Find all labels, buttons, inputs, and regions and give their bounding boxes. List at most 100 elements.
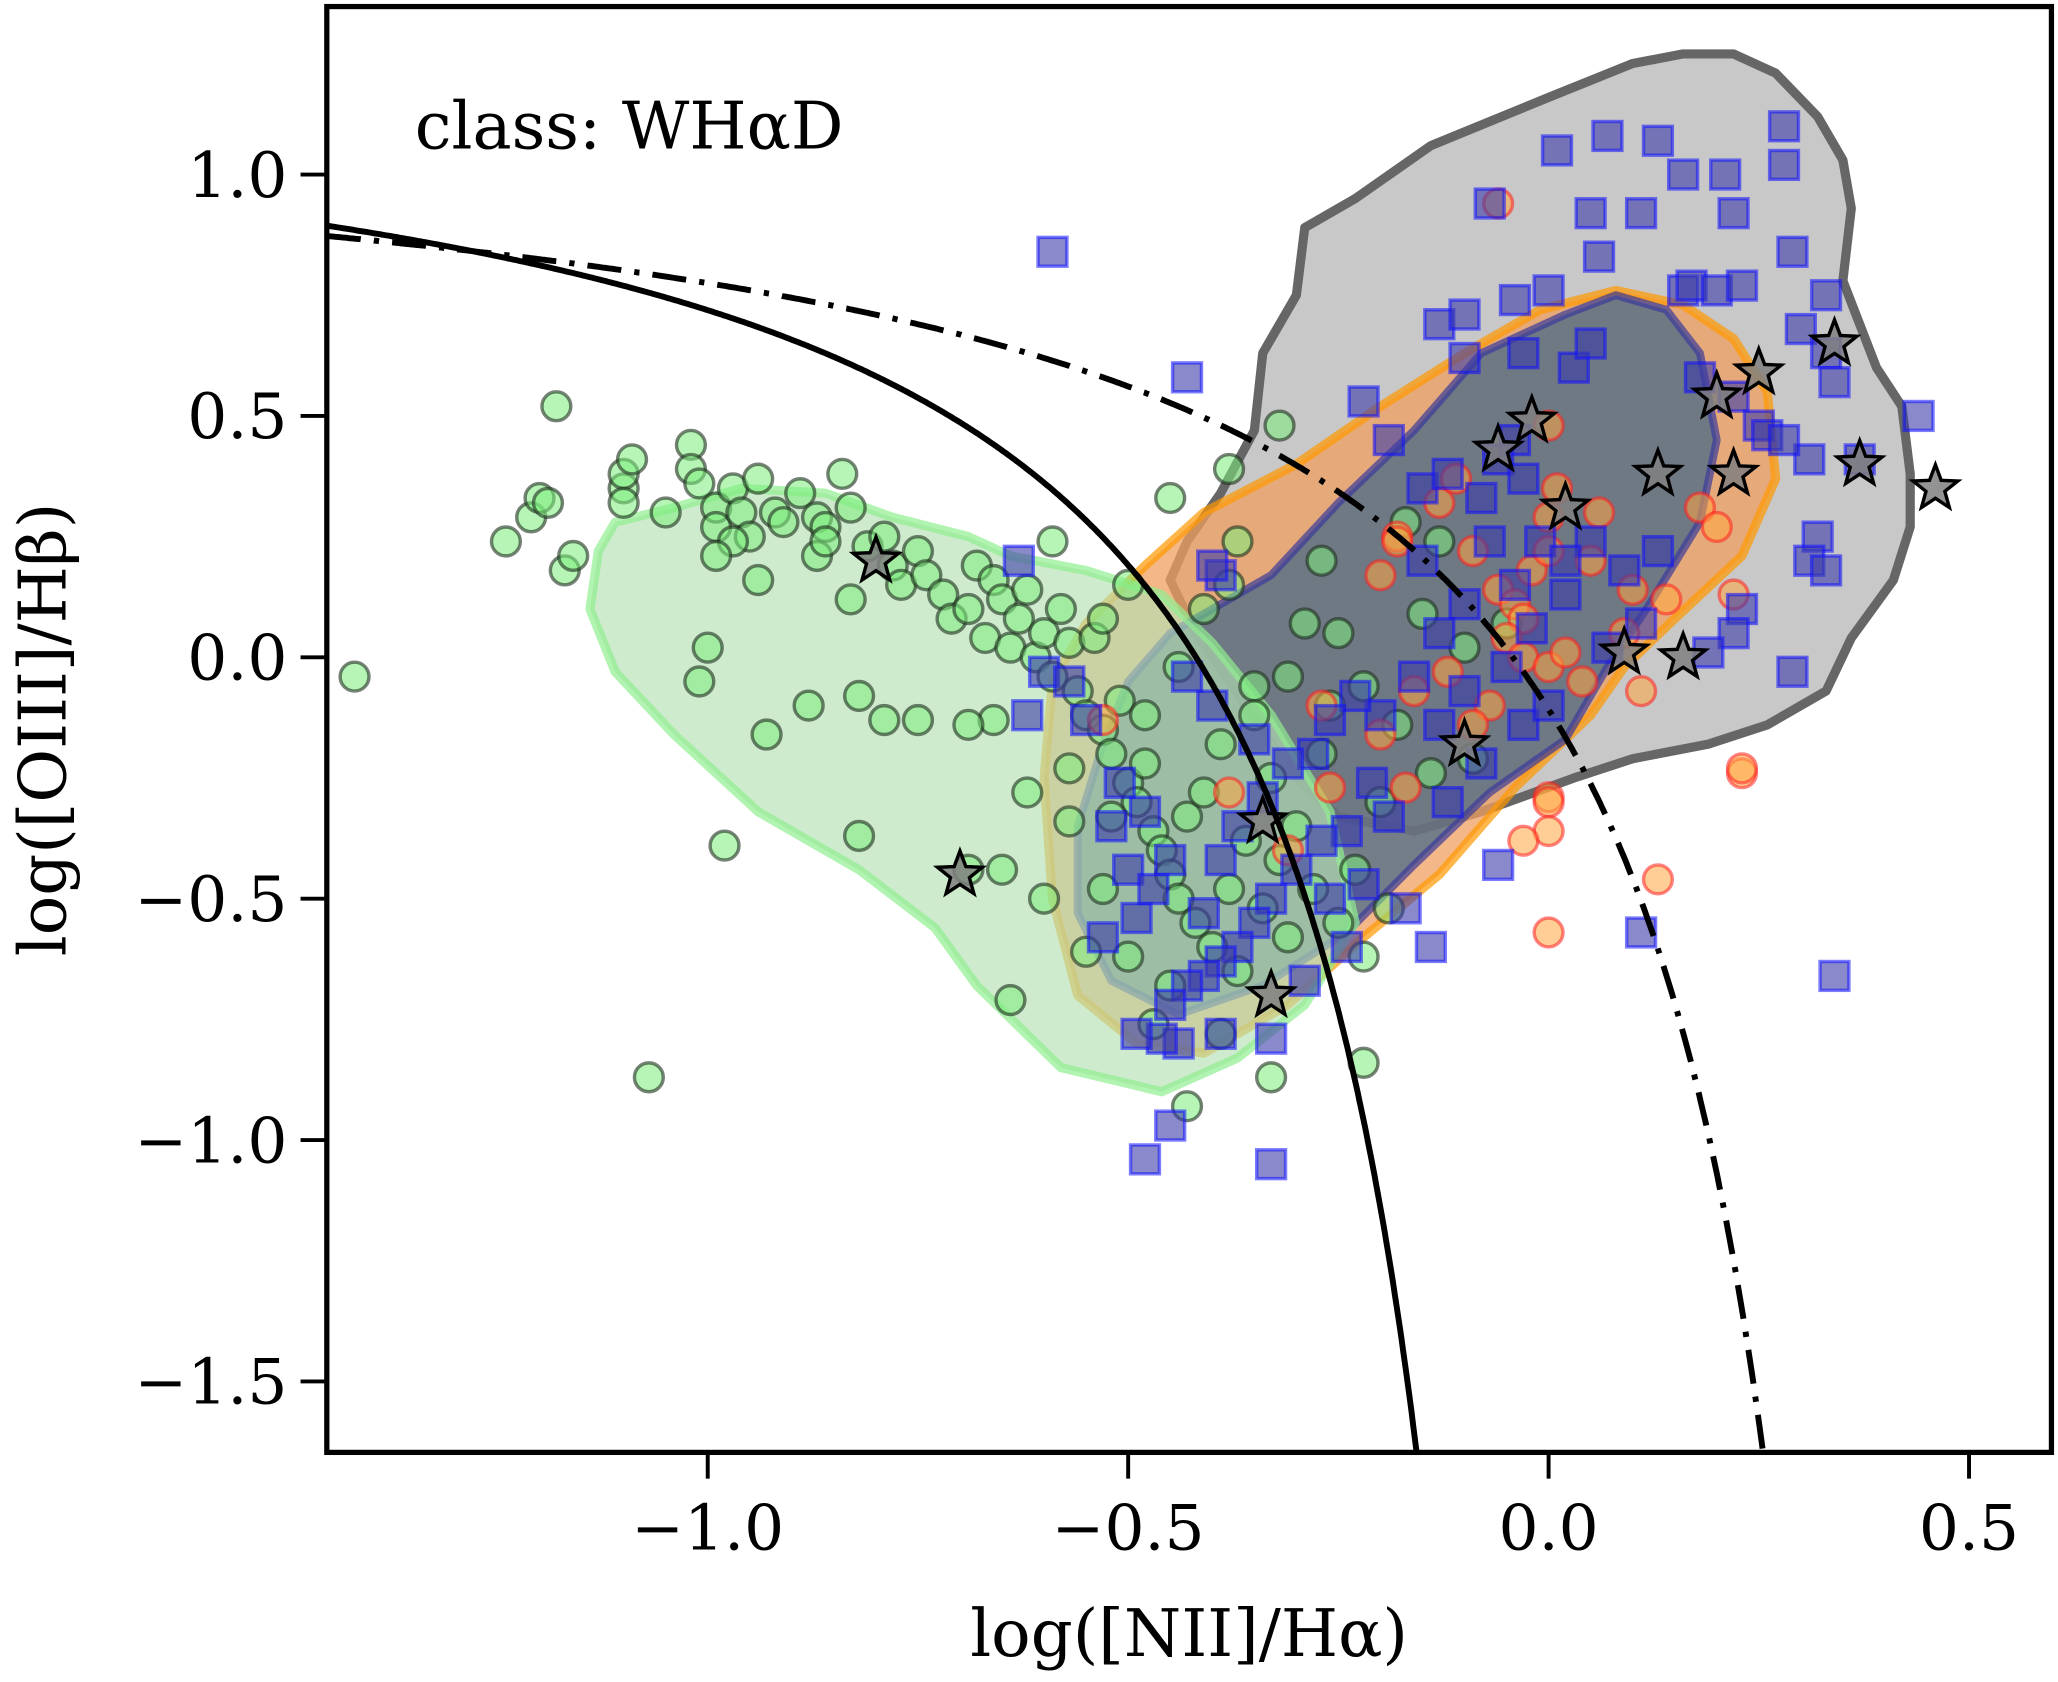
blue-square-point	[1170, 361, 1204, 394]
y-tick-label: 1.0	[187, 139, 287, 212]
y-tick-label: −0.5	[135, 863, 288, 936]
blue-square-point	[1372, 800, 1405, 833]
green-point	[1128, 747, 1162, 780]
green-point	[632, 1061, 666, 1094]
orange-point	[1532, 785, 1565, 819]
blue-square-point	[1187, 959, 1220, 993]
blue-square-point	[1448, 588, 1481, 621]
y-axis-label: log([OIII]/Hβ)	[6, 503, 82, 957]
blue-square-point	[1103, 766, 1136, 799]
green-point	[1086, 602, 1120, 635]
green-point	[842, 679, 876, 713]
blue-square-point	[1128, 795, 1162, 828]
blue-square-point	[1666, 158, 1700, 191]
green-point	[1170, 800, 1204, 833]
orange-point	[1364, 559, 1397, 592]
orange-point	[1389, 771, 1422, 804]
blue-square-point	[1448, 674, 1481, 708]
y-tick-label: −1.5	[135, 1346, 288, 1419]
blue-square-point	[1515, 612, 1548, 645]
blue-square-point	[1423, 708, 1456, 742]
blue-square-point	[1170, 660, 1204, 693]
blue-square-point	[1624, 607, 1658, 640]
green-point	[557, 539, 590, 573]
green-point	[1086, 872, 1120, 906]
y-axis: 1.0 0.5 0.0 −0.5 −1.0 −1.5	[135, 139, 327, 1419]
x-axis: −1.0 −0.5 0.0 0.5	[631, 1452, 2019, 1564]
blue-square-point	[1709, 158, 1742, 191]
green-point	[767, 505, 800, 539]
orange-point	[1650, 583, 1683, 616]
green-point	[1112, 940, 1145, 973]
blue-square-point	[1254, 1022, 1288, 1055]
blue-square-point	[1154, 988, 1187, 1022]
green-point	[1204, 728, 1237, 761]
kewley-line	[326, 233, 1767, 1453]
blue-square-point	[1330, 930, 1363, 964]
blue-square-point	[1254, 882, 1288, 915]
blue-square-point	[1187, 897, 1220, 930]
star-point	[1656, 628, 1711, 681]
green-point	[683, 665, 716, 698]
blue-square-point	[1154, 1109, 1187, 1142]
x-axis-label: log([NII]/Hα)	[970, 1596, 1408, 1672]
green-point	[742, 462, 775, 495]
blue-square-point	[1002, 544, 1035, 577]
green-point	[994, 983, 1027, 1017]
blue-square-point	[1397, 660, 1431, 693]
green-point	[842, 819, 876, 853]
green-point	[338, 660, 371, 693]
blue-square-point	[1431, 785, 1464, 819]
orange-point	[1624, 674, 1658, 708]
star-point	[1908, 459, 1963, 512]
blue-square-point	[1347, 385, 1380, 418]
green-point	[750, 718, 783, 751]
y-tick-label: 0.5	[187, 380, 287, 453]
green-point	[1288, 607, 1321, 640]
green-point	[792, 689, 825, 722]
green-point	[868, 703, 901, 737]
star-point	[1706, 445, 1761, 497]
blue-square-point	[1482, 848, 1515, 882]
green-point	[784, 477, 817, 510]
x-tick-label: −0.5	[1052, 1491, 1205, 1564]
blue-square-point	[1389, 892, 1422, 925]
star-point	[1597, 623, 1652, 676]
blue-square-point	[1490, 650, 1523, 684]
green-point	[1271, 921, 1305, 954]
green-point	[540, 390, 573, 423]
blue-square-point	[1641, 534, 1675, 568]
green-point	[607, 486, 640, 519]
blue-square-point	[1725, 269, 1759, 302]
blue-square-point	[1204, 1017, 1237, 1050]
blue-square-point	[1717, 197, 1750, 230]
green-point	[1322, 617, 1355, 650]
blue-square-point	[1011, 699, 1044, 732]
blue-square-point	[1271, 747, 1305, 780]
blue-square-point	[1767, 110, 1801, 143]
blue-square-point	[1902, 399, 1935, 433]
orange-point	[1549, 636, 1582, 669]
blue-square-point	[1305, 824, 1338, 857]
green-point	[1044, 592, 1078, 626]
kauffmann-line	[326, 222, 1420, 1453]
orange-point	[1582, 496, 1616, 529]
green-point	[1271, 660, 1305, 693]
stars-series	[848, 314, 1963, 1019]
x-tick-label: 0.5	[1919, 1491, 2019, 1564]
blue-square-point	[1069, 703, 1103, 737]
class-annotation: class: WHαD	[415, 88, 844, 164]
blue-square-point	[1473, 187, 1506, 220]
blue-square-point	[1347, 868, 1380, 901]
blue-square-point	[1683, 361, 1717, 394]
blue-square-point	[1120, 1017, 1153, 1050]
green-point	[1011, 573, 1044, 606]
green-point	[1263, 409, 1296, 442]
star-point	[1470, 421, 1526, 473]
blue-square-point	[1498, 283, 1532, 317]
blue-square-point	[1254, 1148, 1288, 1181]
blue-square-point	[1549, 578, 1582, 611]
blue-square-point	[1355, 766, 1389, 799]
blue-square-point	[1095, 810, 1128, 843]
green-point	[901, 703, 935, 737]
